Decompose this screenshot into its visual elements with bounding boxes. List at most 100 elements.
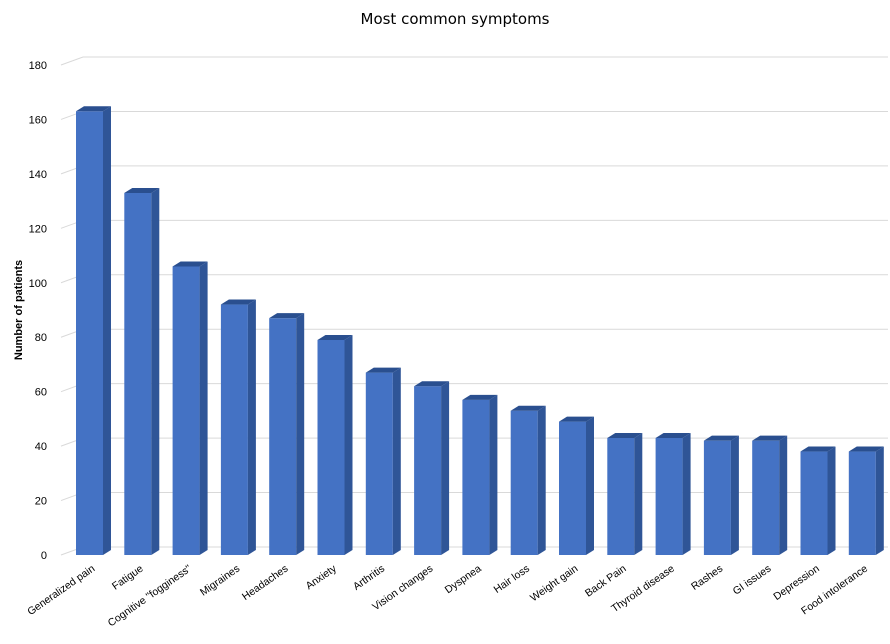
bar-side bbox=[151, 187, 160, 555]
bar bbox=[607, 432, 643, 555]
gridline bbox=[60, 56, 888, 66]
y-tick-label: 20 bbox=[35, 496, 47, 508]
bar-top bbox=[76, 106, 111, 112]
bars bbox=[76, 106, 884, 556]
bar-top bbox=[220, 299, 256, 305]
x-tick-label: Arthritis bbox=[351, 563, 387, 593]
y-tick-label: 40 bbox=[35, 441, 47, 453]
bar bbox=[365, 367, 401, 555]
y-tick-label: 160 bbox=[29, 114, 47, 126]
bar-top bbox=[414, 381, 450, 387]
bar-front bbox=[76, 111, 103, 556]
bar bbox=[269, 313, 305, 555]
bar bbox=[848, 446, 884, 555]
bar bbox=[172, 261, 208, 555]
y-tick-label: 100 bbox=[29, 278, 47, 290]
bar-side bbox=[779, 435, 788, 555]
x-tick-label: Weight gain bbox=[528, 563, 580, 605]
x-tick-label: Dyspnea bbox=[443, 563, 484, 597]
y-tick-label: 80 bbox=[35, 332, 47, 344]
bar-front bbox=[269, 318, 297, 555]
y-axis-label: Number of patients bbox=[13, 260, 25, 360]
bar-side bbox=[392, 367, 401, 555]
bar-side bbox=[730, 435, 739, 555]
bar-front bbox=[317, 339, 345, 555]
bar-front bbox=[124, 192, 152, 555]
bar-top bbox=[848, 446, 884, 452]
bar-front bbox=[800, 451, 828, 555]
bar bbox=[510, 405, 546, 555]
x-tick-label: GI issues bbox=[731, 563, 774, 598]
x-tick-label: Anxiety bbox=[304, 562, 340, 592]
bar-front bbox=[172, 266, 200, 555]
bar-side bbox=[344, 334, 353, 555]
bar-top bbox=[703, 435, 739, 441]
y-tick-label: 120 bbox=[29, 223, 47, 235]
x-tick-label: Back Pain bbox=[583, 563, 629, 600]
bar-front bbox=[462, 399, 490, 555]
bar-top bbox=[800, 446, 836, 452]
x-tick-label: Hair loss bbox=[492, 563, 532, 596]
bar bbox=[220, 299, 256, 555]
gridline bbox=[60, 165, 888, 175]
x-tick-label: Cognitive "fogginess" bbox=[106, 562, 194, 629]
bar-top bbox=[269, 313, 305, 319]
bar-top bbox=[559, 416, 594, 422]
y-tick-label: 140 bbox=[29, 169, 47, 181]
bar bbox=[462, 394, 498, 555]
bar-side bbox=[537, 405, 546, 555]
bar-top bbox=[462, 394, 498, 400]
bar bbox=[317, 334, 353, 555]
bar-side bbox=[199, 261, 208, 555]
bar bbox=[76, 106, 111, 556]
bar-side bbox=[247, 299, 256, 555]
bar-front bbox=[607, 437, 635, 555]
bar-top bbox=[752, 435, 788, 441]
bar-side bbox=[586, 416, 594, 555]
bar-front bbox=[365, 372, 393, 555]
bar-top bbox=[317, 334, 353, 340]
bar-top bbox=[365, 367, 401, 373]
bar-front bbox=[655, 437, 683, 555]
y-tick-label: 180 bbox=[29, 60, 47, 72]
bar-side bbox=[875, 446, 884, 555]
bar-front bbox=[752, 440, 780, 555]
bar-front bbox=[703, 440, 731, 555]
chart-title: Most common symptoms bbox=[361, 10, 550, 28]
bar-front bbox=[848, 451, 876, 555]
y-axis: 0 20 40 60 80 100 120 140 160 180 bbox=[29, 60, 47, 562]
bar bbox=[752, 435, 788, 555]
bar-top bbox=[172, 261, 208, 267]
gridline bbox=[60, 219, 888, 229]
bar-side bbox=[103, 106, 111, 556]
bar bbox=[703, 435, 739, 555]
bar-top bbox=[510, 405, 546, 411]
bar-top bbox=[124, 187, 160, 193]
bar bbox=[800, 446, 836, 555]
bar bbox=[559, 416, 594, 555]
x-tick-label: Rashes bbox=[689, 563, 725, 593]
bar-side bbox=[296, 313, 305, 555]
bar-top bbox=[655, 432, 691, 438]
bar-front bbox=[220, 304, 248, 555]
bar bbox=[414, 381, 450, 555]
x-tick-label: Generalized pain bbox=[25, 563, 97, 618]
y-tick-label: 60 bbox=[35, 387, 47, 399]
gridline bbox=[60, 110, 888, 120]
x-tick-label: Migraines bbox=[198, 563, 242, 599]
bar-side bbox=[634, 432, 643, 555]
x-tick-label: Headaches bbox=[240, 563, 290, 603]
bar-front bbox=[510, 410, 538, 555]
bar-top bbox=[607, 432, 643, 438]
bar-front bbox=[559, 421, 586, 555]
bar-side bbox=[489, 394, 498, 555]
bar-side bbox=[682, 432, 691, 555]
y-tick-label: 0 bbox=[41, 550, 47, 562]
bar-side bbox=[827, 446, 836, 555]
bar-side bbox=[441, 381, 450, 555]
bar bbox=[655, 432, 691, 555]
bar-front bbox=[414, 386, 442, 555]
bar bbox=[124, 187, 160, 555]
